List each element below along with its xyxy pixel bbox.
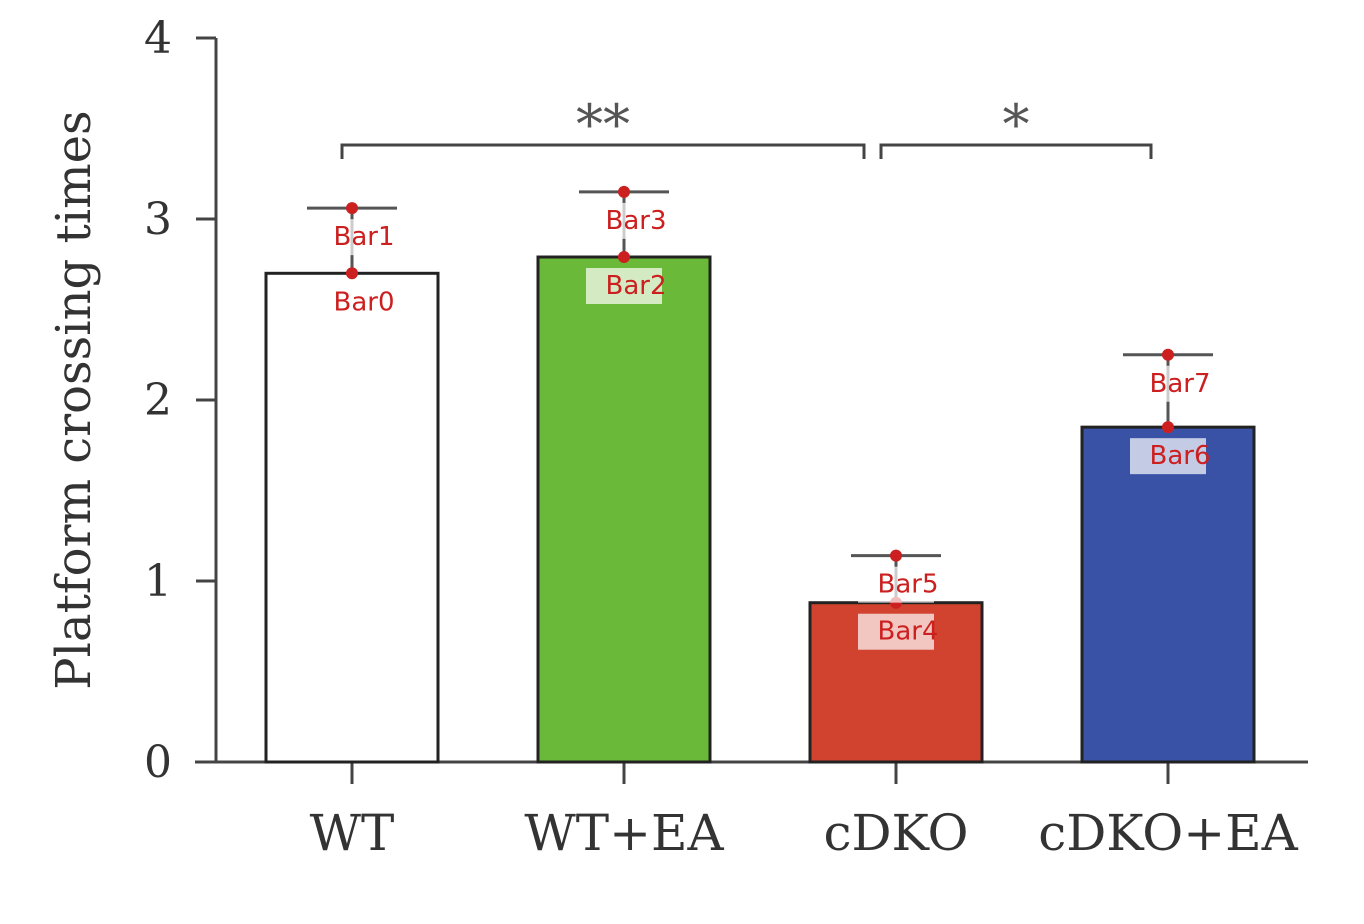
annotation-label: Bar4 <box>877 617 938 647</box>
annotation-marker <box>346 202 358 215</box>
annotation-label: Bar6 <box>1149 441 1210 471</box>
x-tick-label: cDKO <box>823 804 968 862</box>
annotation-marker <box>890 549 902 562</box>
annotation-label-bg <box>858 613 934 650</box>
y-tick-label: 0 <box>144 737 172 788</box>
x-tick-label: cDKO+EA <box>1038 804 1298 862</box>
y-axis: 0 1 2 3 4 <box>144 13 218 788</box>
annotation-label-bg <box>314 284 390 321</box>
bar <box>1080 425 1256 764</box>
annotations-group: Bar0 Bar1 Bar2 Bar3 Bar4 Bar5 Bar6 Bar7 <box>314 185 1211 650</box>
annotation-label: Bar3 <box>605 206 666 236</box>
y-tick-label: 2 <box>144 375 172 426</box>
y-tick-label: 4 <box>144 13 172 64</box>
annotation-marker <box>1162 421 1174 434</box>
annotation-label-bg <box>314 219 390 256</box>
significance-bracket <box>340 143 866 159</box>
annotation-label: Bar7 <box>1149 369 1210 399</box>
annotation-marker <box>618 185 630 198</box>
error-bars-group <box>307 190 1213 603</box>
annotation-label-bg <box>858 566 934 603</box>
significance-group: ** * <box>340 93 1153 159</box>
annotation-label: Bar0 <box>333 287 394 317</box>
x-tick-label: WT+EA <box>524 804 724 862</box>
annotation-label: Bar2 <box>605 271 666 301</box>
annotation-label: Bar5 <box>877 570 938 600</box>
annotation-label-bg <box>1130 438 1206 475</box>
y-axis-label: Platform crossing times <box>46 110 102 689</box>
y-tick-label: 3 <box>144 194 172 245</box>
annotation-label: Bar1 <box>333 222 394 252</box>
bar <box>264 271 440 764</box>
significance-label: ** <box>576 93 630 156</box>
significance-label: * <box>1003 93 1030 156</box>
significance-bracket <box>879 143 1153 159</box>
bar <box>536 255 712 764</box>
annotation-label-bg <box>1130 365 1206 402</box>
annotation-label-bg <box>586 268 662 305</box>
annotation-marker <box>346 267 358 280</box>
y-tick-label: 1 <box>144 556 172 607</box>
bars-group <box>264 255 1256 764</box>
annotation-marker <box>618 251 630 264</box>
x-tick-label: WT <box>310 804 395 862</box>
annotation-marker <box>1162 348 1174 361</box>
annotation-label-bg <box>586 202 662 239</box>
x-axis: WT WT+EA cDKO cDKO+EA <box>195 760 1308 862</box>
